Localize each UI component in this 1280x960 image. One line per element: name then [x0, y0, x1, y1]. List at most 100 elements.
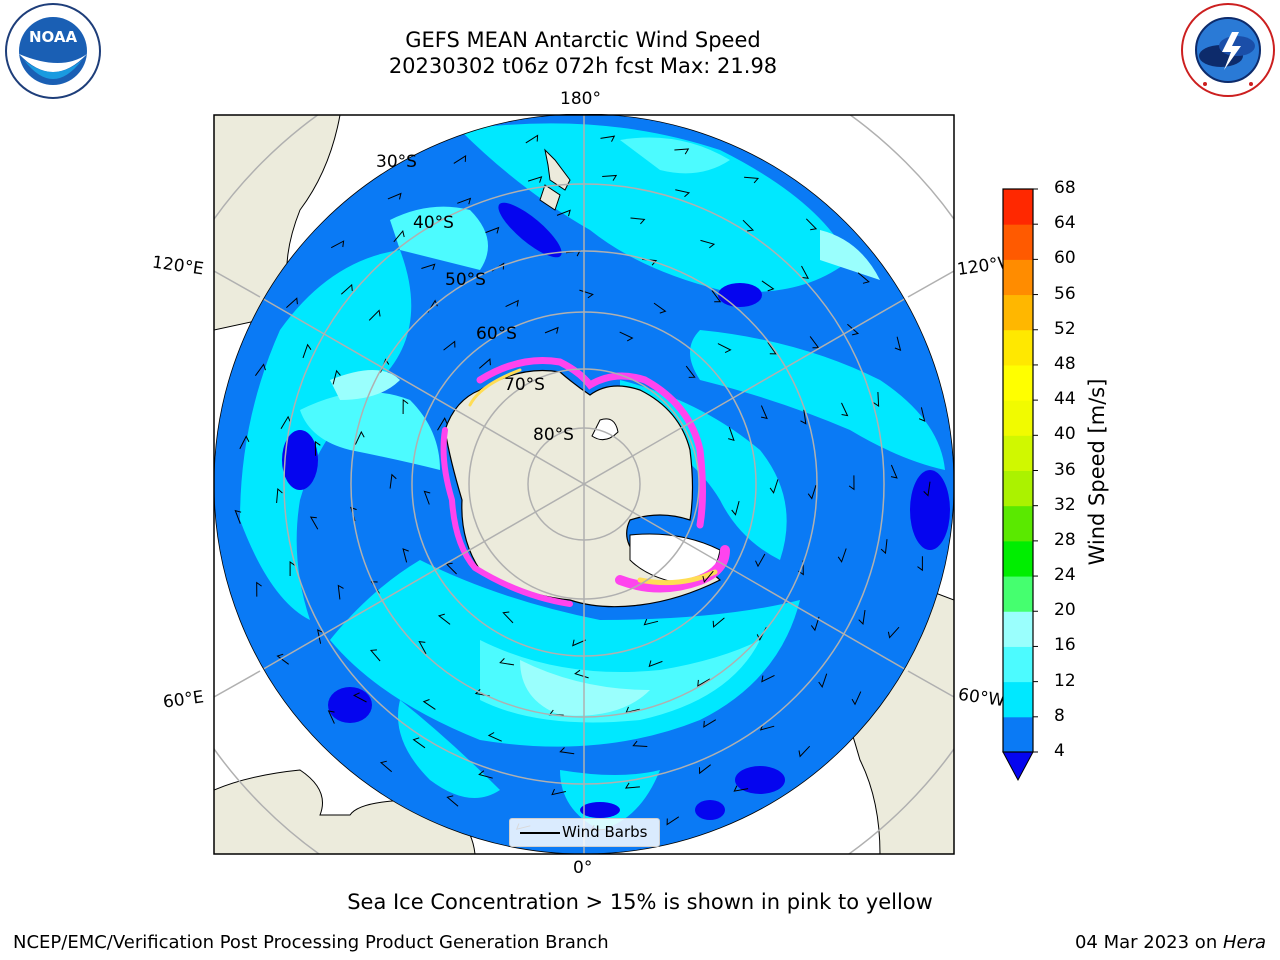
colorbar-tick-label: 60: [1054, 248, 1076, 269]
wind-barb: [717, 343, 732, 354]
lon-label-60w: 60°W: [956, 684, 1007, 712]
colorbar-tick-label: 16: [1054, 635, 1076, 656]
wind-barb: [728, 426, 735, 442]
colorbar-tick-label: 20: [1054, 600, 1076, 621]
wind-barb: [619, 331, 634, 342]
wind-barb: [437, 417, 448, 431]
colorbar-segment: [1003, 259, 1033, 296]
colorbar-tick-label: 12: [1054, 670, 1076, 691]
wind-barb: [443, 340, 456, 351]
colorbar-segment: [1003, 329, 1033, 366]
low-wind-patches: [282, 202, 950, 820]
lat-label-50s: 50°S: [445, 270, 486, 290]
wind-barb: [544, 326, 559, 334]
wind-barb: [525, 134, 539, 144]
wind-barb: [602, 174, 618, 181]
wind-barb: [733, 785, 749, 792]
wind-barb: [760, 405, 768, 420]
wind-barb: [880, 539, 888, 555]
wind-barb: [368, 309, 381, 321]
wind-barb: [527, 176, 543, 183]
wind-barb: [457, 197, 472, 205]
wind-barb: [379, 760, 393, 773]
lon-label-120e: 120°E: [150, 252, 205, 280]
legend-label: Wind Barbs: [562, 823, 648, 841]
wind-barb: [761, 674, 775, 683]
wind-barb: [387, 192, 402, 200]
wind-barb: [389, 473, 397, 489]
wind-barb: [894, 336, 902, 352]
wind-barb: [643, 618, 659, 626]
wind-barb: [805, 218, 818, 231]
colorbar-segment: [1003, 611, 1033, 647]
lat-label-80s: 80°S: [533, 425, 574, 445]
wind-barb: [327, 710, 335, 724]
wind-barb: [917, 556, 923, 572]
wind-barb: [685, 365, 696, 378]
wind-barb: [767, 342, 777, 355]
wind-barb: [453, 154, 467, 164]
wind-barb: [624, 782, 640, 789]
wind-barb: [700, 239, 716, 249]
sea-ice: [440, 356, 730, 607]
wind-barb: [423, 490, 431, 505]
footer-timestamp: 04 Mar 2023 on Hera: [1075, 932, 1266, 953]
colorbar-segment: [1003, 576, 1033, 612]
wind-barb: [742, 219, 755, 232]
wind-barb: [502, 611, 514, 624]
wind-barb: [393, 230, 405, 243]
wind-barb: [798, 745, 811, 758]
colorbar-segment: [1003, 364, 1033, 401]
wind-barb: [848, 475, 855, 491]
wind-barb: [702, 570, 714, 583]
wind-barb: [499, 658, 515, 666]
wind-barb: [478, 358, 491, 369]
wind-barb: [330, 240, 345, 249]
lat-label-30s: 30°S: [376, 152, 417, 172]
wind-barb: [800, 409, 807, 425]
colorbar-segment: [1003, 189, 1033, 225]
wind-barb: [744, 176, 760, 184]
wind-barb: [703, 719, 717, 728]
lat-label-40s: 40°S: [413, 213, 454, 233]
colorbar-tick-label: 48: [1054, 353, 1076, 374]
wind-barb: [485, 226, 500, 234]
colorbar-tick-label: 40: [1054, 424, 1076, 445]
wind-barb: [422, 699, 436, 710]
wind-barb: [890, 464, 898, 479]
wind-barb: [402, 399, 409, 415]
wind-barb: [857, 272, 870, 284]
nws-logo: [1181, 3, 1275, 97]
wind-barb: [369, 649, 381, 662]
colorbar-segment: [1003, 505, 1033, 542]
colorbar-segment: [1003, 294, 1033, 331]
wind-barb: [653, 302, 667, 314]
wind-barb: [446, 795, 459, 807]
wind-barb: [801, 265, 810, 279]
new-zealand: [539, 148, 571, 211]
wind-barb: [847, 323, 860, 336]
map-title: GEFS MEAN Antarctic Wind Speed: [405, 28, 761, 52]
wind-barb: [317, 629, 324, 644]
graticule: [214, 114, 954, 854]
colorbar-segment: [1003, 716, 1033, 753]
wind-barb: [675, 189, 691, 198]
wind-barb: [841, 402, 849, 417]
lon-label-0: 0°: [573, 858, 593, 878]
colorbar-tick-label: 56: [1054, 283, 1076, 304]
wind-barb: [421, 263, 436, 271]
wind-barb: [873, 391, 880, 407]
wind-barb: [256, 581, 262, 597]
wind-barb: [837, 548, 847, 563]
wind-barb: [918, 407, 926, 422]
map-subtitle: 20230302 t06z 072h fcst Max: 21.98: [388, 54, 778, 78]
wind-barb: [711, 290, 722, 303]
wind-barb: [332, 369, 341, 385]
wind-barb: [674, 148, 690, 155]
wind-barb: [572, 639, 586, 647]
antarctic-wind-map: [213, 114, 955, 855]
footer-date: 04 Mar 2023 on: [1074, 932, 1223, 953]
wind-barb: [314, 440, 321, 456]
wind-barb: [302, 343, 312, 359]
wind-barb: [402, 548, 409, 563]
